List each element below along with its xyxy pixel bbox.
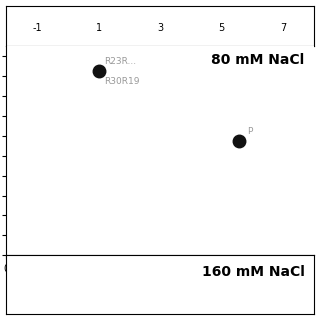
- Text: 5: 5: [218, 23, 225, 33]
- Text: 160 mM NaCl: 160 mM NaCl: [202, 265, 304, 279]
- Text: 7: 7: [280, 23, 286, 33]
- Text: 1: 1: [95, 23, 102, 33]
- Text: -1: -1: [32, 23, 42, 33]
- Text: 3: 3: [157, 23, 163, 33]
- Text: R23R...: R23R...: [104, 57, 136, 66]
- Text: P: P: [247, 127, 252, 136]
- Text: 80 mM NaCl: 80 mM NaCl: [211, 52, 304, 67]
- Text: R30R19: R30R19: [104, 77, 139, 86]
